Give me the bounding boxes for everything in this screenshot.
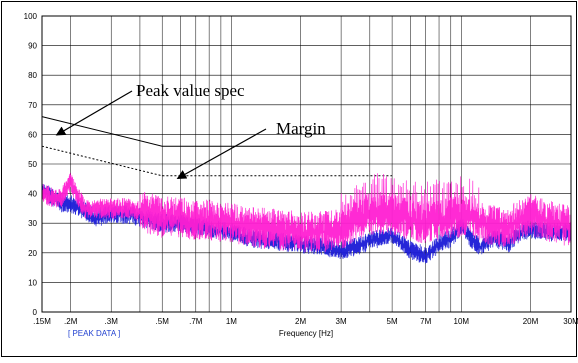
limit-lines <box>41 116 393 177</box>
y-tick-labels: 0 10 20 30 40 50 60 70 80 90 100 <box>24 12 38 317</box>
x-tick-label: .5M <box>156 317 170 326</box>
y-tick-label: 80 <box>28 71 37 80</box>
annotation-peak-spec-text: Peak value spec <box>136 81 245 100</box>
x-tick-label: .15M <box>33 317 51 326</box>
y-tick-label: 10 <box>28 278 37 287</box>
x-tick-label: .7M <box>189 317 203 326</box>
x-tick-label: 10M <box>454 317 470 326</box>
x-tick-label: 30M <box>563 317 578 326</box>
y-tick-label: 70 <box>28 101 37 110</box>
x-tick-label: 1M <box>226 317 237 326</box>
series-trace <box>41 172 572 253</box>
plot-border <box>41 15 572 313</box>
y-tick-label: 100 <box>24 12 38 21</box>
x-tick-label: .2M <box>64 317 78 326</box>
x-tick-labels: .15M .2M .3M .5M .7M 1M 2M 3M 5M 7M 10M 20M 30M <box>33 317 578 326</box>
y-tick-label: 50 <box>28 160 37 169</box>
y-tick-label: 40 <box>28 190 37 199</box>
y-tick-label: 60 <box>28 130 37 139</box>
margin-limit-line <box>41 145 393 177</box>
annotations: Peak value spec Margin <box>55 81 326 179</box>
x-axis-label: Frequency [Hz] <box>279 329 333 338</box>
x-tick-label: 20M <box>523 317 539 326</box>
y-tick-label: 0 <box>33 308 38 317</box>
annotation-margin-text: Margin <box>276 119 326 138</box>
x-tick-label: 3M <box>336 317 347 326</box>
y-tick-label: 30 <box>28 219 37 228</box>
outer-frame <box>1 1 577 357</box>
y-tick-label: 20 <box>28 249 37 258</box>
annotation-peak-spec-arrow <box>55 90 133 136</box>
x-tick-label: 7M <box>420 317 431 326</box>
series-group <box>41 172 572 264</box>
x-tick-label: 2M <box>295 317 306 326</box>
x-tick-label: .3M <box>105 317 119 326</box>
peak-data-label: [ PEAK DATA ] <box>68 329 120 338</box>
x-tick-label: 5M <box>387 317 398 326</box>
peak-limit-line <box>41 116 393 147</box>
annotation-margin-arrow <box>176 128 267 179</box>
y-tick-label: 90 <box>28 42 37 51</box>
